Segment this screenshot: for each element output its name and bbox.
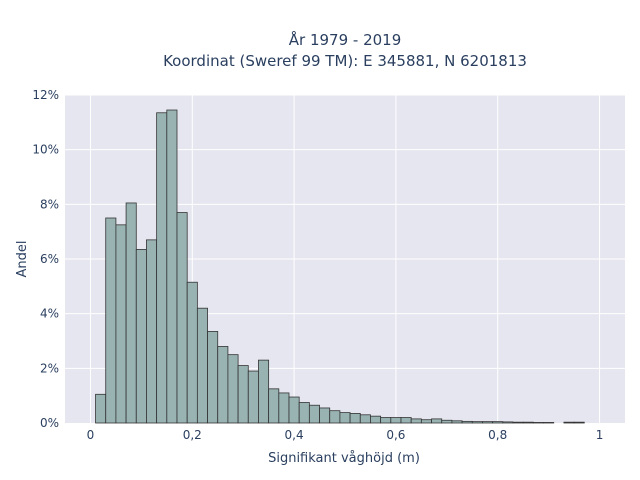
histogram-bar bbox=[196, 307, 208, 424]
histogram-bar bbox=[563, 421, 575, 424]
histogram-bar bbox=[349, 413, 361, 424]
histogram-bar bbox=[543, 422, 555, 424]
histogram-bar bbox=[573, 421, 585, 424]
x-tick-label: 1 bbox=[596, 428, 604, 442]
histogram-bar bbox=[247, 370, 259, 424]
histogram-bar bbox=[319, 407, 331, 424]
histogram-bar bbox=[207, 331, 219, 424]
histogram-bar bbox=[431, 418, 443, 424]
x-axis-ticks: 0 0,2 0,4 0,6 0,8 1 bbox=[87, 428, 604, 442]
histogram-bar bbox=[105, 217, 117, 424]
histogram-bar bbox=[380, 417, 392, 424]
histogram-bar bbox=[115, 224, 127, 424]
histogram-bar bbox=[298, 402, 310, 424]
y-tick-label: 10% bbox=[32, 143, 59, 157]
histogram-bar bbox=[95, 393, 107, 424]
y-axis-label: Andel bbox=[15, 241, 30, 278]
histogram-bar bbox=[258, 359, 270, 424]
histogram-bar bbox=[227, 354, 239, 424]
y-tick-label: 12% bbox=[32, 88, 59, 102]
histogram-bar bbox=[339, 412, 351, 424]
histogram-bar bbox=[176, 212, 188, 424]
histogram-bar bbox=[461, 420, 473, 424]
histogram-bar bbox=[217, 346, 229, 424]
y-tick-label: 4% bbox=[40, 307, 59, 321]
histogram-bar bbox=[288, 396, 300, 424]
histogram-bar bbox=[492, 421, 504, 424]
histogram-bar bbox=[400, 417, 412, 424]
histogram-bar bbox=[451, 420, 463, 424]
y-tick-label: 0% bbox=[40, 416, 59, 430]
chart-title: År 1979 - 2019 bbox=[289, 30, 402, 49]
histogram-bar bbox=[482, 421, 494, 424]
x-tick-label: 0,2 bbox=[183, 428, 202, 442]
histogram-bar bbox=[308, 404, 320, 424]
histogram-bar bbox=[186, 281, 198, 424]
histogram-bar bbox=[156, 112, 168, 424]
x-axis-label: Signifikant våghöjd (m) bbox=[268, 451, 420, 466]
x-tick-label: 0,8 bbox=[488, 428, 507, 442]
histogram-bar bbox=[359, 414, 371, 424]
histogram-bar bbox=[125, 202, 137, 424]
histogram-bar bbox=[420, 419, 432, 424]
histogram-bar bbox=[370, 415, 382, 424]
histogram-bar bbox=[512, 421, 524, 424]
histogram-bar bbox=[471, 421, 483, 424]
histogram-bar bbox=[441, 419, 453, 424]
histogram-bar bbox=[237, 365, 249, 424]
y-tick-label: 8% bbox=[40, 197, 59, 211]
histogram-bar bbox=[135, 249, 147, 424]
y-tick-label: 6% bbox=[40, 252, 59, 266]
y-tick-label: 2% bbox=[40, 361, 59, 375]
histogram-bar bbox=[268, 388, 280, 424]
x-tick-label: 0,6 bbox=[386, 428, 405, 442]
histogram-bar bbox=[146, 239, 158, 424]
histogram-bar bbox=[166, 109, 178, 424]
histogram-bars bbox=[95, 109, 585, 424]
histogram-bar bbox=[278, 392, 290, 424]
y-axis-ticks: 0% 2% 4% 6% 8% 10% 12% bbox=[32, 88, 59, 430]
histogram-bar bbox=[410, 418, 422, 424]
histogram-bar bbox=[502, 421, 514, 424]
chart-subtitle: Koordinat (Sweref 99 TM): E 345881, N 62… bbox=[163, 52, 527, 70]
histogram-bar bbox=[390, 417, 402, 424]
x-tick-label: 0,4 bbox=[285, 428, 304, 442]
histogram-bar bbox=[522, 421, 534, 424]
histogram-bar bbox=[532, 422, 544, 424]
x-tick-label: 0 bbox=[87, 428, 95, 442]
histogram-bar bbox=[329, 410, 341, 424]
